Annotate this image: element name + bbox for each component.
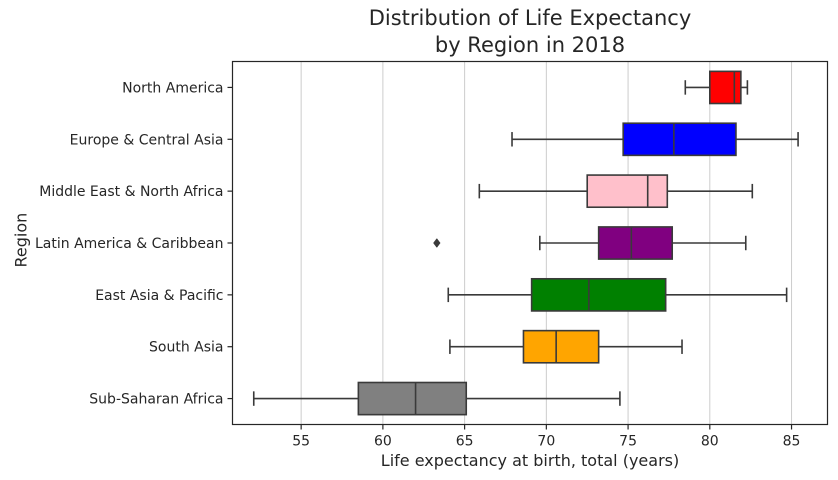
iqr-box xyxy=(586,174,669,209)
iqr-box xyxy=(357,381,468,416)
y-tick-label: Middle East & North Africa xyxy=(39,184,223,200)
box-layer xyxy=(252,70,799,416)
box-group xyxy=(478,174,754,209)
y-tick-label: Latin America & Caribbean xyxy=(35,236,224,252)
iqr-box xyxy=(709,70,742,105)
iqr-box xyxy=(597,226,674,260)
outlier-point xyxy=(433,238,441,248)
iqr-box xyxy=(522,329,600,364)
chart-title-line-2: by Region in 2018 xyxy=(434,33,626,57)
y-tick-label: Europe & Central Asia xyxy=(70,132,224,148)
box-group xyxy=(449,329,683,364)
box-group xyxy=(447,277,788,312)
y-tick-label: North America xyxy=(122,80,223,96)
y-tick-label: Sub-Saharan Africa xyxy=(89,392,223,408)
x-tick-label: 55 xyxy=(292,434,310,450)
box-group xyxy=(252,381,621,416)
box-group xyxy=(433,226,747,260)
x-tick-label: 85 xyxy=(783,434,801,450)
x-axis-label: Life expectancy at birth, total (years) xyxy=(380,451,680,470)
box-group xyxy=(511,122,799,157)
x-tick-label: 75 xyxy=(619,434,637,450)
iqr-box xyxy=(530,277,667,312)
y-axis-label: Region xyxy=(11,212,31,268)
x-tick-label: 70 xyxy=(537,434,555,450)
iqr-box xyxy=(622,122,737,157)
plot-frame xyxy=(231,60,829,426)
chart-title-line-1: Distribution of Life Expectancy xyxy=(368,6,692,30)
tick-layer: 55 60 65 70 75 80 85 North America Europe & Cent… xyxy=(35,80,800,449)
y-tick-label: East Asia & Pacific xyxy=(95,288,223,304)
x-tick-label: 60 xyxy=(374,434,392,450)
box-group xyxy=(684,70,749,105)
x-tick-label: 65 xyxy=(456,434,474,450)
y-tick-label: South Asia xyxy=(149,340,223,356)
x-tick-label: 80 xyxy=(701,434,719,450)
